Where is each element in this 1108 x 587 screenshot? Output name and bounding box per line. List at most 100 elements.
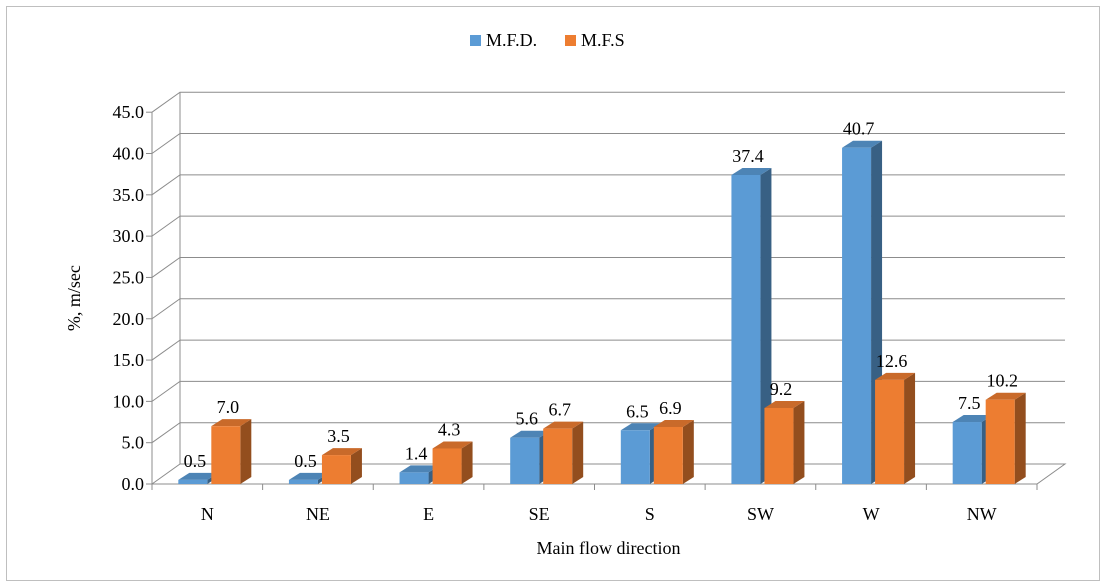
data-label: 6.7 (548, 400, 571, 420)
bar-top (178, 472, 219, 480)
chart-walls (150, 92, 1067, 485)
bar-front (985, 399, 1015, 484)
bar-mfs-s (653, 419, 694, 484)
x-tick-label: SE (529, 504, 550, 524)
data-label: 6.9 (659, 398, 682, 418)
bar-side (682, 419, 694, 484)
legend-swatch (565, 35, 576, 46)
bar-top (543, 421, 584, 429)
data-labels: 0.5 7.0 0.5 3.5 1.4 4.3 5.6 6.7 6.5 6.9 37.4 9.2 40.… (184, 119, 1018, 471)
bar-front (731, 174, 761, 484)
bar-mfs-ne (321, 448, 362, 484)
gridline (151, 339, 1065, 361)
data-label: 6.5 (626, 401, 649, 421)
bar-top (321, 448, 362, 456)
legend-swatch (470, 35, 481, 46)
y-tick-label: 35.0 (113, 185, 145, 205)
gridline (151, 174, 1065, 196)
bar-front (321, 455, 351, 484)
bar-front (432, 448, 462, 484)
y-tick-label: 0.0 (122, 474, 145, 494)
bar-front (875, 379, 905, 484)
legend: M.F.D. M.F.S (470, 30, 625, 50)
x-axis-title: Main flow direction (537, 538, 681, 558)
x-tick-label: W (863, 504, 880, 524)
x-tick-label: S (645, 504, 655, 524)
gridline (151, 298, 1065, 320)
gridline (151, 133, 1065, 154)
bar-front (842, 147, 872, 485)
data-label: 4.3 (438, 419, 461, 439)
y-tick-label: 30.0 (113, 226, 145, 246)
bar-side (572, 421, 584, 484)
bar-front (178, 479, 208, 484)
x-axis-ticks: N NE E SE S SW W NW (151, 484, 1038, 524)
legend-label: M.F.S (581, 30, 625, 50)
x-tick-label: NW (967, 504, 997, 524)
bar-top (985, 392, 1026, 400)
x-tick-label: N (201, 504, 214, 524)
bar-front (399, 472, 429, 484)
data-label: 7.0 (217, 397, 240, 417)
bar-top (620, 423, 661, 431)
gridline (151, 422, 1065, 444)
x-tick-label: NE (306, 504, 330, 524)
gridline (151, 215, 1065, 237)
bar-side (760, 167, 772, 484)
bar-front (510, 437, 540, 484)
bar-side (461, 441, 473, 484)
bar-top (211, 419, 252, 427)
bar-top (653, 419, 694, 427)
bar-mfd-s (620, 423, 661, 484)
bar-top (399, 465, 440, 473)
gridline (151, 91, 1065, 113)
x-tick-label: E (423, 504, 434, 524)
y-tick-label: 15.0 (113, 350, 145, 370)
data-label: 0.5 (294, 451, 317, 471)
bar-mfs-nw (985, 392, 1026, 484)
y-tick-label: 25.0 (113, 267, 145, 287)
bar-front (211, 426, 241, 484)
data-label: 9.2 (770, 379, 793, 399)
y-tick-label: 5.0 (122, 433, 145, 453)
bar-top (842, 140, 883, 148)
bar-front (952, 422, 982, 484)
bar-side (793, 400, 805, 484)
bar-front (620, 430, 650, 484)
bar-front (288, 479, 318, 484)
bar-top (952, 415, 993, 423)
bar-side (240, 419, 252, 484)
bar-top (731, 167, 772, 175)
bar-front (764, 407, 794, 484)
data-label: 3.5 (327, 426, 350, 446)
bar-mfs-n (211, 419, 252, 484)
chart-frame (6, 6, 1100, 581)
gridline (151, 256, 1065, 278)
bar-top (432, 441, 473, 449)
bar-top (510, 430, 551, 438)
gridline (151, 380, 1065, 402)
bar-mfs-se (543, 421, 584, 484)
data-label: 12.6 (876, 351, 908, 371)
bar-front (653, 426, 683, 484)
y-tick-label: 10.0 (113, 391, 145, 411)
y-axis-title: %, m/sec (64, 265, 84, 331)
y-axis-ticks: 0.0 5.0 10.0 15.0 20.0 25.0 30.0 35.0 40.0 45.0 (113, 102, 153, 494)
bar-mfd-sw (731, 167, 772, 484)
bars (178, 140, 1026, 485)
data-label: 10.2 (986, 371, 1018, 391)
data-label: 1.4 (405, 443, 428, 463)
bar-side (1014, 392, 1026, 484)
gridlines (151, 91, 1065, 444)
y-tick-label: 40.0 (113, 144, 145, 164)
bar-mfd-w (842, 140, 883, 485)
data-label: 37.4 (732, 146, 764, 166)
bar-top (288, 472, 329, 480)
data-label: 40.7 (843, 119, 875, 139)
bar-mfs-e (432, 441, 473, 484)
bar-mfd-nw (952, 415, 993, 484)
data-label: 5.6 (515, 409, 538, 429)
bar-side (904, 372, 916, 484)
bar-top (764, 400, 805, 408)
